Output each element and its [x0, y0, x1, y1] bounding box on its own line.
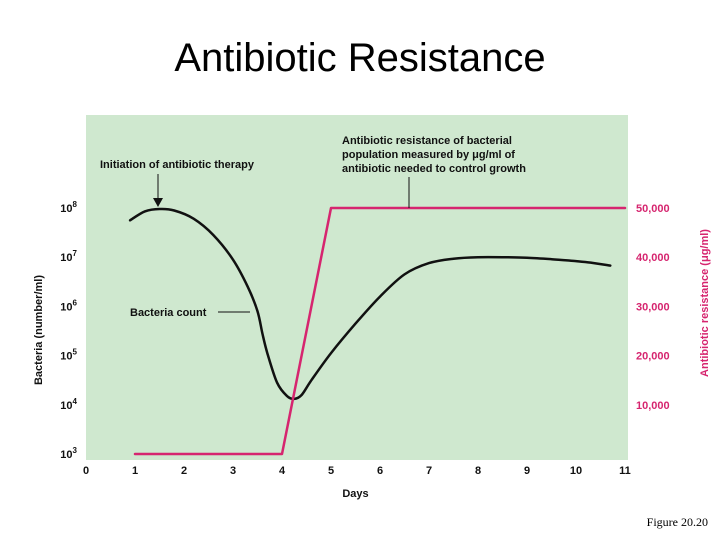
x-tick-label: 11 — [619, 465, 631, 477]
y-right-tick-label: 10,000 — [636, 400, 670, 412]
x-tick-label: 10 — [570, 465, 582, 477]
y-right-tick-label: 30,000 — [636, 301, 670, 313]
x-tick-label: 5 — [328, 465, 334, 477]
plot-area — [86, 115, 628, 460]
y-left-tick-label: 104 — [60, 397, 77, 412]
y-right-tick-label: 20,000 — [636, 351, 670, 363]
annotation-bacteria-count: Bacteria count — [130, 307, 207, 319]
annotation-therapy-arrowhead — [153, 198, 163, 207]
x-tick-label: 3 — [230, 465, 236, 477]
annotation-therapy: Initiation of antibiotic therapy — [100, 159, 255, 171]
y-left-tick-label: 107 — [60, 249, 77, 264]
y-left-axis-label: Bacteria (number/ml) — [33, 275, 45, 385]
annotation-resistance-line: population measured by μg/ml of — [342, 149, 515, 161]
x-tick-label: 4 — [279, 465, 286, 477]
y-left-tick-label: 108 — [60, 200, 77, 215]
y-left-tick-label: 103 — [60, 446, 77, 461]
x-tick-label: 2 — [181, 465, 187, 477]
x-tick-label: 9 — [524, 465, 530, 477]
y-right-axis-label: Antibiotic resistance (μg/ml) — [699, 229, 711, 377]
annotation-resistance-line: antibiotic needed to control growth — [342, 163, 526, 175]
y-right-tick-label: 40,000 — [636, 252, 670, 264]
x-tick-label: 6 — [377, 465, 383, 477]
figure-caption: Figure 20.20 — [646, 515, 708, 529]
x-tick-label: 1 — [132, 465, 138, 477]
y-left-tick-label: 106 — [60, 298, 77, 313]
y-right-tick-label: 50,000 — [636, 203, 670, 215]
x-tick-label: 7 — [426, 465, 432, 477]
y-left-tick-label: 105 — [60, 348, 77, 363]
x-axis-label: Days — [342, 488, 368, 500]
resistance-line — [133, 206, 627, 456]
bacteria-count-line — [128, 207, 612, 401]
slide-title: Antibiotic Resistance — [174, 36, 546, 80]
x-tick-label: 0 — [83, 465, 89, 477]
annotation-resistance-line: Antibiotic resistance of bacterial — [342, 135, 512, 147]
x-tick-label: 8 — [475, 465, 481, 477]
